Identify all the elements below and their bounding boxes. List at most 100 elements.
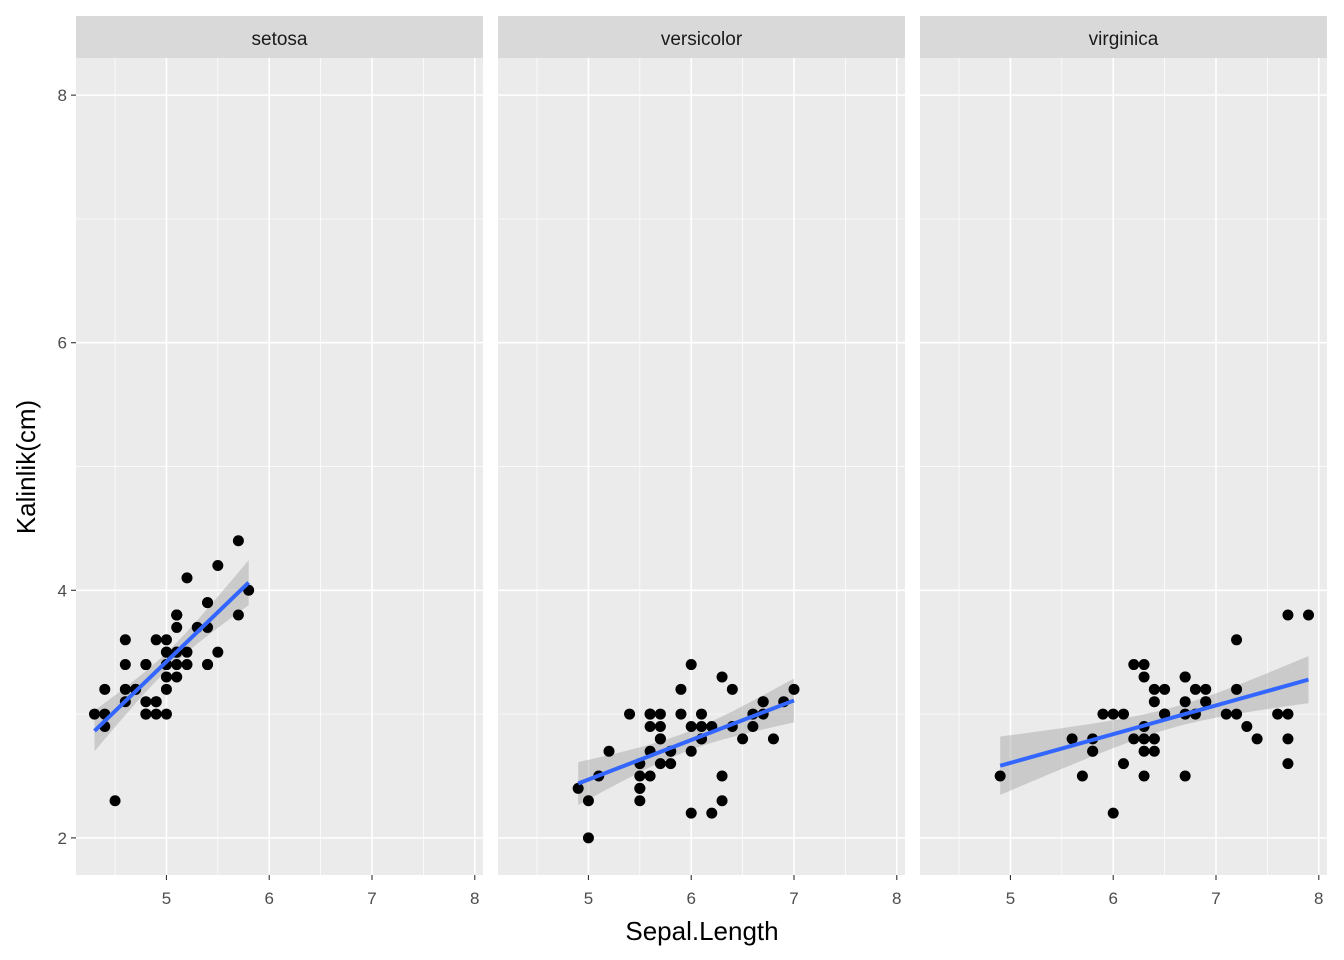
data-point <box>665 758 677 770</box>
data-point <box>202 659 214 671</box>
data-point <box>160 646 172 658</box>
data-point <box>716 770 728 782</box>
data-point <box>634 770 646 782</box>
y-axis-label: Kalinlik(cm) <box>11 400 41 534</box>
data-point <box>634 782 646 794</box>
x-tick-label: 8 <box>1314 889 1323 908</box>
data-point <box>685 720 697 732</box>
x-tick-label: 6 <box>264 889 273 908</box>
data-point <box>171 609 183 621</box>
y-tick-label: 6 <box>58 334 67 353</box>
data-point <box>160 683 172 695</box>
data-point <box>747 720 759 732</box>
data-point <box>675 708 687 720</box>
data-point <box>788 683 800 695</box>
data-point <box>160 634 172 646</box>
data-point <box>1148 683 1160 695</box>
data-point <box>572 782 584 794</box>
facet-panel-versicolor: versicolor 5 6 7 8 <box>498 16 905 908</box>
data-point <box>1220 708 1232 720</box>
facet-strip-label: versicolor <box>661 29 743 50</box>
x-tick-label: 8 <box>470 889 479 908</box>
data-point <box>1118 758 1129 770</box>
y-tick-label: 4 <box>58 581 67 600</box>
data-point <box>716 671 728 683</box>
data-point <box>737 733 749 745</box>
x-tick-label: 8 <box>892 889 901 908</box>
data-point <box>119 659 131 671</box>
data-point <box>1066 733 1078 745</box>
data-point <box>171 671 183 683</box>
data-point <box>160 708 172 720</box>
x-tick-label: 5 <box>162 889 171 908</box>
data-point <box>1128 659 1140 671</box>
data-point <box>654 758 666 770</box>
data-point <box>685 745 697 757</box>
facet-strip <box>498 16 905 58</box>
x-tick-label: 6 <box>686 889 695 908</box>
data-point <box>644 770 656 782</box>
data-point <box>1282 758 1294 770</box>
data-point <box>716 795 728 807</box>
data-point <box>582 832 594 844</box>
data-point <box>582 795 594 807</box>
data-point <box>1138 733 1150 745</box>
y-tick-label: 8 <box>58 86 67 105</box>
data-point <box>1241 720 1253 732</box>
data-point <box>140 696 152 708</box>
data-point <box>644 708 656 720</box>
data-point <box>1231 634 1243 646</box>
data-point <box>1200 683 1212 695</box>
regression-line <box>999 677 1310 768</box>
regression-line <box>577 698 795 786</box>
x-tick-label: 7 <box>367 889 376 908</box>
data-point <box>212 646 224 658</box>
data-point <box>1087 745 1099 757</box>
data-point <box>1159 708 1171 720</box>
x-tick-label: 5 <box>1006 889 1015 908</box>
data-point <box>1107 708 1119 720</box>
data-point <box>1303 609 1314 621</box>
data-point <box>654 733 666 745</box>
facet-panel-setosa: setosa 5 6 7 8 <box>76 16 483 908</box>
data-point <box>696 720 707 732</box>
data-point <box>171 659 183 671</box>
data-point <box>685 659 697 671</box>
data-point <box>757 696 769 708</box>
facet-strip <box>76 16 483 58</box>
data-point <box>140 659 152 671</box>
data-point <box>634 795 646 807</box>
data-point <box>767 733 779 745</box>
x-tick-label: 7 <box>789 889 798 908</box>
facet-strip-label: setosa <box>252 29 308 50</box>
data-point <box>140 708 152 720</box>
data-point <box>1138 659 1150 671</box>
data-point <box>675 683 687 695</box>
data-point <box>232 535 244 547</box>
data-point <box>1272 708 1284 720</box>
data-point <box>1107 807 1119 819</box>
data-point <box>1148 745 1160 757</box>
facet-panel-virginica: virginica 5 6 7 8 <box>920 16 1327 908</box>
data-point <box>89 708 100 720</box>
data-point <box>1148 733 1160 745</box>
data-point <box>181 646 193 658</box>
data-point <box>181 659 193 671</box>
data-point <box>1118 708 1129 720</box>
x-tick-label: 6 <box>1108 889 1117 908</box>
data-point <box>150 696 162 708</box>
data-point <box>1200 696 1212 708</box>
data-point <box>1282 609 1294 621</box>
data-point <box>1097 708 1109 720</box>
data-point <box>1148 696 1160 708</box>
y-tick-label: 2 <box>58 829 67 848</box>
x-tick-label: 5 <box>584 889 593 908</box>
data-point <box>1179 696 1191 708</box>
data-point <box>994 770 1006 782</box>
data-point <box>726 683 738 695</box>
data-point <box>1138 671 1150 683</box>
x-axis-label: Sepal.Length <box>625 916 778 946</box>
data-point <box>1251 733 1263 745</box>
data-point <box>119 634 131 646</box>
